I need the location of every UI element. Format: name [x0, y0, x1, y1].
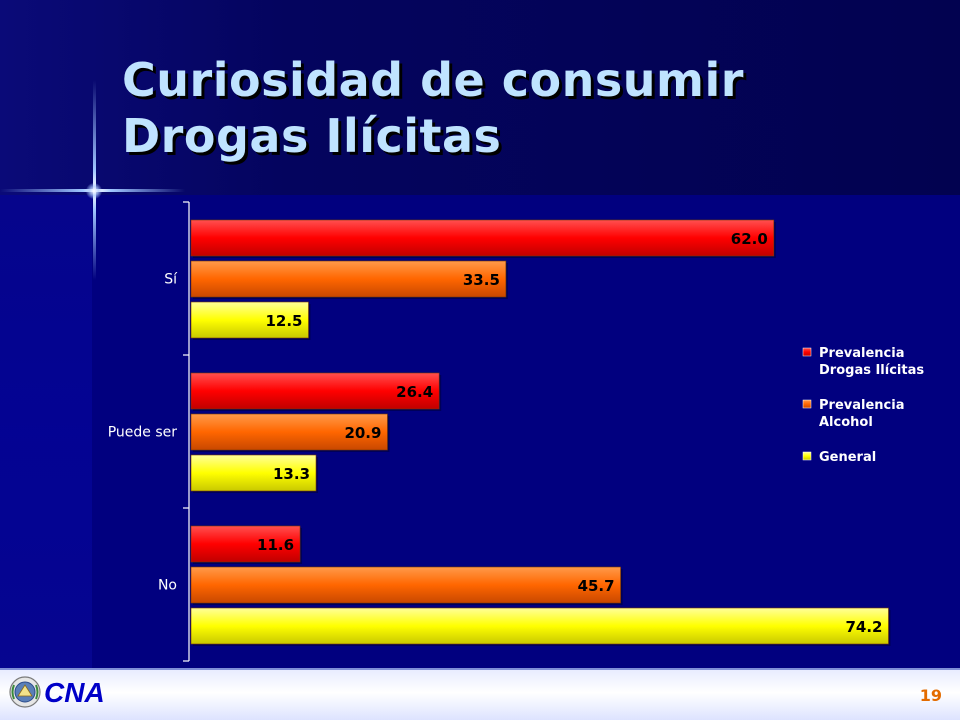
legend-label: Prevalencia [819, 398, 904, 413]
bar [190, 301, 309, 339]
data-label: 12.5 [265, 312, 302, 330]
legend-label: General [819, 450, 876, 465]
light-flare-center [86, 183, 102, 199]
data-label: 11.6 [257, 536, 294, 554]
category-label: Puede ser [108, 425, 178, 441]
title-band [0, 0, 960, 195]
page-number: 19 [919, 686, 942, 705]
bar [190, 525, 301, 563]
legend-swatch [802, 451, 812, 461]
legend-swatch [802, 399, 812, 409]
slide-title: Curiosidad de consumir Drogas Ilícitas [122, 52, 744, 164]
category-label: Sí [164, 272, 178, 288]
bar [190, 566, 621, 604]
data-label: 45.7 [578, 577, 615, 595]
bar [190, 260, 507, 298]
data-label: 33.5 [463, 271, 500, 289]
legend-swatch [802, 347, 812, 357]
legend-label: Prevalencia [819, 346, 904, 361]
data-label: 20.9 [344, 424, 381, 442]
bar [190, 372, 440, 410]
legend-label: Drogas Ilícitas [819, 363, 924, 378]
bar [190, 607, 889, 645]
bar [190, 413, 388, 451]
bar [190, 454, 317, 492]
data-label: 74.2 [845, 618, 882, 636]
coat-of-arms-icon [9, 676, 41, 708]
data-label: 26.4 [396, 383, 433, 401]
footer-bar [0, 670, 960, 720]
legend-label: Alcohol [819, 415, 873, 430]
data-label: 13.3 [273, 465, 310, 483]
footer-line [0, 668, 960, 671]
title-line-1: Curiosidad de consumir [122, 53, 744, 107]
bar [190, 219, 775, 257]
data-label: 62.0 [731, 230, 768, 248]
category-label: No [158, 578, 177, 594]
light-flare-vertical [93, 80, 96, 280]
logo-text: CNA [44, 677, 105, 708]
title-line-2: Drogas Ilícitas [122, 109, 502, 163]
